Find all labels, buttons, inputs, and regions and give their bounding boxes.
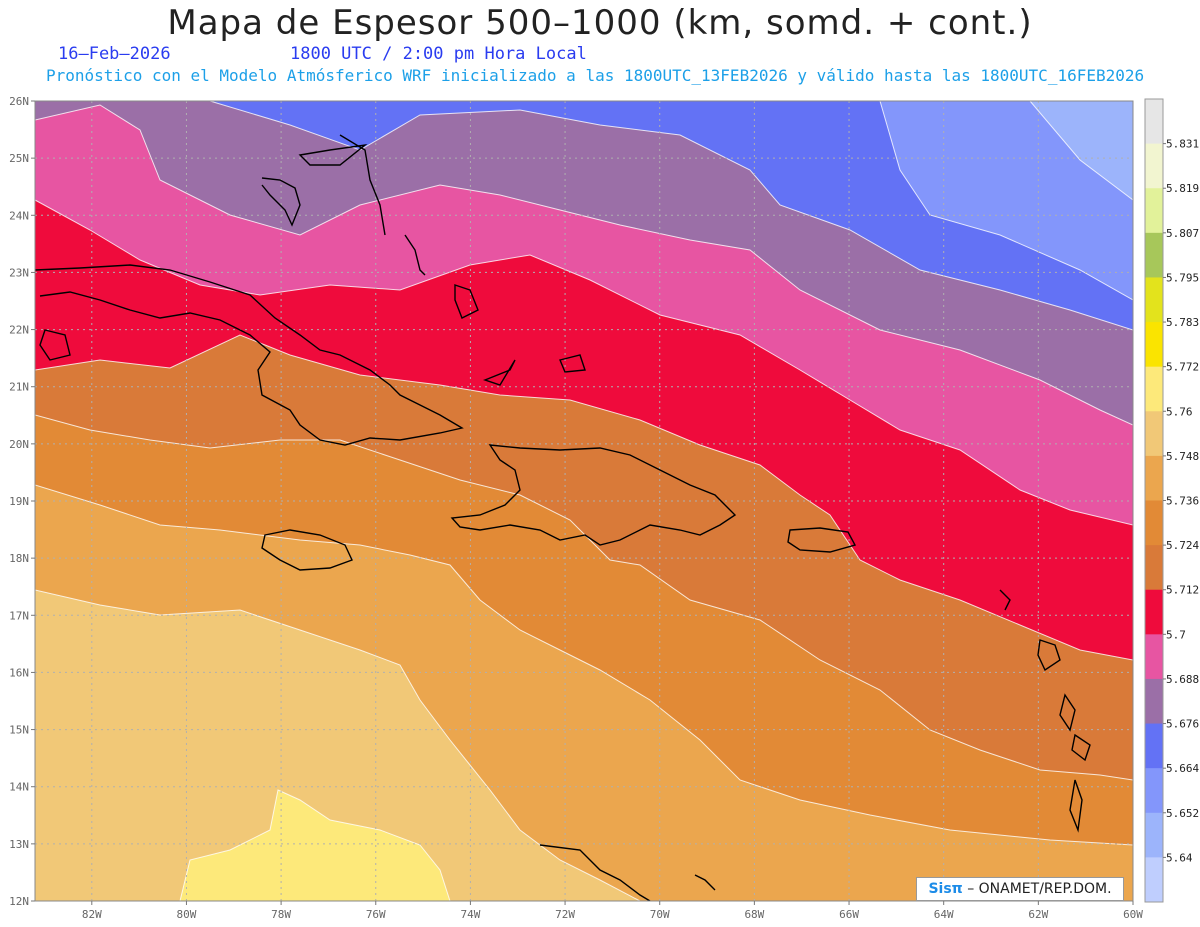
lon-label: 80W	[177, 908, 197, 921]
lon-label: 62W	[1028, 908, 1048, 921]
colorbar-swatch	[1145, 812, 1163, 858]
colorbar-swatch	[1145, 411, 1163, 457]
turks-caicos	[559, 354, 586, 373]
andros-island	[261, 177, 301, 227]
lat-label: 22N	[9, 324, 29, 337]
lat-label: 25N	[9, 152, 29, 165]
colorbar-swatch	[1145, 277, 1163, 323]
long-island	[404, 234, 426, 276]
colorbar-swatch	[1145, 857, 1163, 903]
graticule	[35, 101, 1133, 901]
sispi-logo: Sisπ	[928, 881, 963, 897]
lat-label: 14N	[9, 781, 29, 794]
lon-label: 68W	[744, 908, 764, 921]
st-kitts	[999, 589, 1011, 611]
lat-label: 26N	[9, 95, 29, 108]
lat-label: 24N	[9, 209, 29, 222]
colorbar-label: 5.772	[1166, 361, 1199, 374]
dominica	[1059, 693, 1076, 732]
colorbar-label: 5.712	[1166, 584, 1199, 597]
colorbar-swatch	[1145, 232, 1163, 278]
colorbar-label: 5.664	[1166, 762, 1199, 775]
credit-box: Sisπ – ONAMET/REP.DOM.	[916, 877, 1124, 901]
cuba-coast	[35, 264, 464, 446]
valid-date: 16–Feb–2026	[58, 44, 171, 64]
coastlines	[35, 134, 1091, 901]
lat-label: 21N	[9, 381, 29, 394]
eleuthera	[339, 134, 386, 236]
band-tan	[35, 590, 640, 901]
lon-label: 72W	[555, 908, 575, 921]
credit-text: – ONAMET/REP.DOM.	[967, 881, 1112, 897]
colorbar-label: 5.748	[1166, 450, 1199, 463]
colorbar-swatch	[1145, 634, 1163, 680]
colorbar-label: 5.688	[1166, 673, 1199, 686]
acklins	[454, 284, 479, 319]
lon-label: 74W	[460, 908, 480, 921]
jamaica-coast	[261, 529, 353, 571]
colorbar-swatch	[1145, 589, 1163, 635]
lat-label: 23N	[9, 266, 29, 279]
lon-label: 64W	[934, 908, 954, 921]
colorbar-swatch	[1145, 768, 1163, 814]
lesser-antilles-south	[1069, 779, 1083, 833]
colorbar-label: 5.676	[1166, 718, 1199, 731]
aruba-curacao	[694, 874, 716, 891]
lon-label: 78W	[271, 908, 291, 921]
colorbar-label: 5.652	[1166, 807, 1199, 820]
lat-label: 15N	[9, 724, 29, 737]
colorbar-label: 5.736	[1166, 495, 1199, 508]
colorbar-swatch	[1145, 723, 1163, 769]
colorbar-swatch	[1145, 99, 1163, 145]
guadeloupe	[1037, 639, 1061, 672]
south-america-coast	[539, 844, 651, 901]
longitude-axis: 82W 80W 78W 76W 74W 72W 70W 68W 66W 64W 62W 60W	[82, 901, 1143, 921]
lat-label: 17N	[9, 609, 29, 622]
colorbar-label: 5.831	[1166, 138, 1199, 151]
lon-label: 70W	[650, 908, 670, 921]
band-yellow	[180, 790, 450, 901]
lon-label: 66W	[839, 908, 859, 921]
hispaniola-coast	[450, 444, 737, 546]
colorbar-swatch	[1145, 678, 1163, 725]
colorbar-label: 5.807	[1166, 227, 1199, 240]
isla-de-la-juventud	[39, 329, 71, 361]
lon-label: 76W	[366, 908, 386, 921]
colorbar-swatch	[1145, 188, 1163, 234]
colorbar-swatch	[1145, 500, 1163, 546]
contour-lines	[35, 101, 1133, 901]
grand-bahama	[298, 143, 368, 166]
forecast-info: Pronóstico con el Modelo Atmósferico WRF…	[46, 66, 1145, 85]
lat-label: 18N	[9, 552, 29, 565]
martinique	[1071, 733, 1091, 762]
inagua	[482, 359, 516, 386]
lon-label: 60W	[1123, 908, 1143, 921]
colorbar-label: 5.795	[1166, 271, 1199, 284]
lat-label: 12N	[9, 895, 29, 908]
map-title: Mapa de Espesor 500–1000 (km, somd. + co…	[167, 3, 1033, 43]
colorbar-label: 5.724	[1166, 539, 1199, 552]
valid-time: 1800 UTC / 2:00 pm Hora Local	[290, 44, 587, 64]
colorbar-swatch	[1145, 143, 1163, 189]
colorbar-swatch	[1145, 545, 1163, 591]
latitude-axis: 26N 25N 24N 23N 22N 21N 20N 19N 18N 17N 16N 15N 14N 1…	[9, 95, 35, 908]
colorbar: 5.831 5.819 5.807 5.795 5.783 5.772 5.76 5.748 5…	[1144, 98, 1199, 903]
lat-label: 20N	[9, 438, 29, 451]
lat-label: 16N	[9, 666, 29, 679]
colorbar-label: 5.819	[1166, 182, 1199, 195]
map-canvas	[35, 101, 1133, 901]
puerto-rico-coast	[787, 527, 857, 553]
colorbar-swatch	[1145, 455, 1163, 501]
colorbar-swatch	[1145, 322, 1163, 368]
colorbar-label: 5.783	[1166, 316, 1199, 329]
lat-label: 13N	[9, 838, 29, 851]
colorbar-label: 5.64	[1166, 851, 1193, 864]
colorbar-label: 5.76	[1166, 405, 1193, 418]
colorbar-swatch	[1145, 366, 1163, 412]
colorbar-label: 5.7	[1166, 628, 1186, 641]
lat-label: 19N	[9, 495, 29, 508]
lon-label: 82W	[82, 908, 102, 921]
